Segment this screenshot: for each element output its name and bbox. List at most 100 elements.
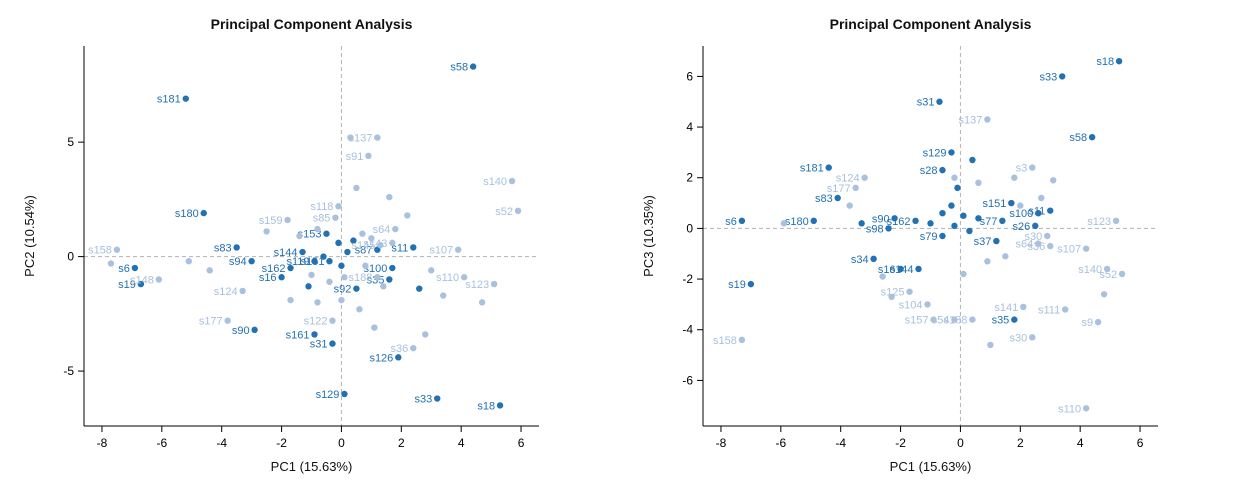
point-label: s124: [214, 286, 238, 298]
data-point: [371, 324, 378, 331]
data-point: [284, 216, 291, 224]
y-tick-label: 4: [686, 120, 693, 134]
data-point: [891, 215, 898, 222]
data-point: [1032, 222, 1039, 230]
data-point: [131, 264, 139, 272]
data-point: [1038, 194, 1045, 202]
point-label: s148: [130, 274, 154, 286]
point-label: s90: [232, 325, 250, 337]
point-label: s100: [363, 263, 387, 275]
data-point: [1035, 240, 1042, 247]
data-point: [308, 271, 315, 279]
y-tick-label: 2: [686, 171, 693, 185]
point-label: s9: [1082, 317, 1094, 329]
point-label: s158: [88, 245, 112, 257]
data-point: [1011, 174, 1018, 181]
point-label: s123: [1087, 216, 1111, 228]
data-point: [738, 217, 746, 224]
x-tick-label: -8: [97, 436, 108, 450]
point-label: s122: [304, 316, 328, 328]
chart-title: Principal Component Analysis: [829, 16, 1032, 32]
data-point: [1062, 306, 1069, 313]
data-point: [434, 395, 441, 402]
data-point: [939, 210, 946, 217]
point-label: s180: [175, 208, 199, 220]
data-point: [987, 341, 994, 349]
point-label: s18: [1096, 56, 1114, 68]
x-tick-label: -4: [835, 436, 846, 450]
data-point: [389, 239, 396, 247]
point-label: s145: [351, 240, 375, 252]
data-point: [107, 260, 115, 267]
point-label: s58: [450, 62, 468, 74]
data-point: [278, 274, 285, 281]
point-label: s124: [836, 173, 860, 185]
data-point: [323, 230, 330, 237]
point-label: s144: [274, 247, 298, 259]
data-point: [912, 217, 919, 224]
x-tick-label: -2: [895, 436, 906, 450]
data-point: [389, 264, 396, 272]
data-point: [350, 237, 357, 244]
point-label: s79: [920, 231, 938, 243]
point-label: s110: [1058, 403, 1081, 415]
data-point: [1011, 316, 1018, 323]
point-label: s188: [348, 272, 372, 284]
data-point: [386, 276, 393, 283]
data-point: [335, 239, 342, 247]
data-point: [344, 248, 351, 256]
data-point: [248, 257, 255, 265]
data-point: [347, 134, 354, 141]
pca-plot-pc1-pc2: -8 -6 -4 -2 0 2 4 6 -5 0 5 s58 s181 s180 s83 s94 s6 s19 s1…: [22, 16, 539, 474]
data-point: [287, 264, 294, 272]
data-point: [1115, 58, 1123, 65]
x-tick-label: 0: [957, 436, 964, 450]
data-point: [508, 177, 516, 185]
data-point: [362, 262, 369, 269]
data-point: [314, 299, 321, 306]
data-point: [1020, 303, 1027, 311]
data-point: [984, 258, 991, 265]
data-point: [332, 214, 339, 221]
point-label: s90: [872, 213, 890, 225]
data-point: [879, 273, 886, 280]
data-point: [326, 257, 333, 265]
x-tick-label: 4: [1077, 436, 1084, 450]
data-point: [969, 156, 976, 164]
point-label: s177: [199, 316, 223, 328]
data-point: [924, 301, 931, 308]
point-label: s151: [982, 198, 1006, 210]
point-label: s123: [465, 279, 489, 291]
data-point: [975, 179, 982, 186]
x-tick-label: 4: [458, 436, 465, 450]
data-point: [338, 262, 345, 269]
data-point: [951, 316, 958, 323]
data-point: [404, 212, 411, 219]
point-label: s153: [298, 229, 322, 241]
data-point: [747, 280, 755, 288]
data-point: [1002, 253, 1009, 260]
data-point: [233, 244, 240, 251]
point-label: s94: [229, 256, 247, 268]
data-point: [200, 209, 207, 217]
point-label: s30: [1024, 231, 1042, 243]
x-tick-label: 0: [338, 436, 345, 450]
data-point: [359, 230, 366, 237]
point-label: s137: [959, 114, 983, 126]
point-label: s33: [414, 394, 432, 406]
point-label: s181: [800, 163, 824, 175]
data-point: [137, 280, 145, 288]
data-point: [185, 257, 192, 265]
data-point: [380, 283, 387, 290]
data-point: [416, 285, 423, 292]
data-point: [993, 237, 1000, 245]
data-point: [263, 228, 270, 235]
point-label: s52: [1099, 269, 1117, 281]
data-point: [954, 184, 961, 192]
data-point: [392, 225, 399, 233]
point-label: s107: [429, 245, 453, 257]
point-label: s162: [262, 263, 286, 275]
point-label: s129: [923, 147, 947, 159]
data-point: [365, 152, 372, 160]
data-point: [885, 225, 892, 232]
